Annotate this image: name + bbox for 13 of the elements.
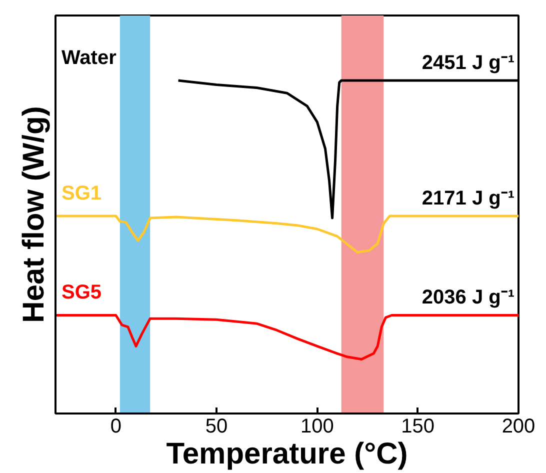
x-axis-title: Temperature (°C) [166, 438, 408, 470]
x-tick-label: 150 [401, 416, 435, 438]
x-tick-label: 200 [502, 416, 536, 438]
series-label: SG1 [62, 182, 102, 204]
annotation: 2171 J g⁻¹ [422, 187, 515, 210]
x-tick-label: 100 [300, 416, 334, 438]
series-label: SG5 [62, 282, 102, 304]
x-tick-label: 50 [205, 416, 228, 438]
annotation: 2036 J g⁻¹ [422, 286, 515, 309]
y-axis-title: Heat flow (W/g) [18, 106, 50, 323]
x-tick-label: 0 [110, 416, 122, 438]
text: 2451 J g⁻¹ [422, 52, 515, 74]
text: Water [62, 46, 117, 69]
